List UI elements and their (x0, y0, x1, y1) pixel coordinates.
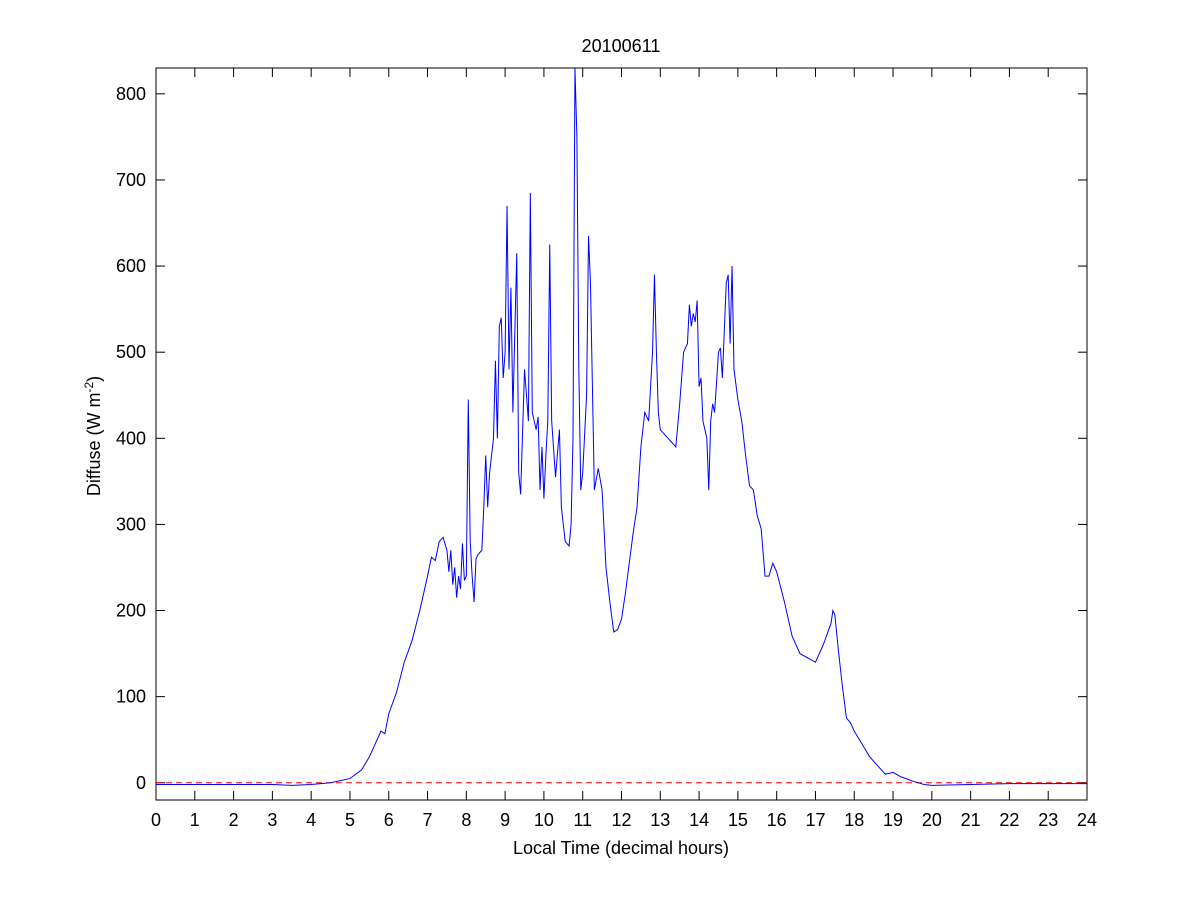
y-tick-label: 700 (116, 170, 146, 190)
y-label-superscript: -2 (82, 381, 96, 392)
x-tick-label: 14 (689, 810, 709, 830)
y-tick-label: 600 (116, 256, 146, 276)
y-tick-label: 300 (116, 514, 146, 534)
x-tick-label: 5 (345, 810, 355, 830)
x-tick-label: 15 (728, 810, 748, 830)
x-tick-label: 21 (961, 810, 981, 830)
x-tick-label: 6 (384, 810, 394, 830)
x-tick-label: 4 (306, 810, 316, 830)
x-tick-label: 11 (573, 810, 592, 830)
x-tick-label: 22 (999, 810, 1019, 830)
x-tick-label: 12 (611, 810, 631, 830)
x-tick-label: 0 (151, 810, 161, 830)
y-tick-label: 0 (136, 773, 146, 793)
x-tick-label: 1 (190, 810, 200, 830)
x-axis-label: Local Time (decimal hours) (513, 838, 729, 858)
x-tick-label: 24 (1077, 810, 1097, 830)
x-tick-label: 18 (844, 810, 864, 830)
y-tick-label: 200 (116, 601, 146, 621)
x-tick-label: 20 (922, 810, 942, 830)
x-tick-label: 9 (500, 810, 510, 830)
y-tick-label: 500 (116, 342, 146, 362)
x-tick-label: 16 (767, 810, 787, 830)
x-tick-label: 8 (461, 810, 471, 830)
chart-title: 20100611 (582, 36, 661, 56)
plot-area (155, 67, 1088, 801)
x-tick-label: 2 (229, 810, 239, 830)
y-label-suffix: ) (84, 376, 104, 382)
x-tick-label: 10 (534, 810, 554, 830)
x-tick-label: 17 (805, 810, 825, 830)
y-axis-label: Diffuse (W m-2) (82, 376, 104, 496)
y-tick-label: 100 (116, 687, 146, 707)
x-tick-label: 3 (267, 810, 277, 830)
y-tick-label: 800 (116, 84, 146, 104)
x-tick-label: 23 (1038, 810, 1058, 830)
y-tick-label: 400 (116, 428, 146, 448)
x-tick-label: 19 (883, 810, 903, 830)
data-line (156, 67, 1087, 786)
x-tick-label: 7 (423, 810, 433, 830)
x-tick-label: 13 (650, 810, 670, 830)
y-label-text: Diffuse (W m (84, 392, 104, 496)
